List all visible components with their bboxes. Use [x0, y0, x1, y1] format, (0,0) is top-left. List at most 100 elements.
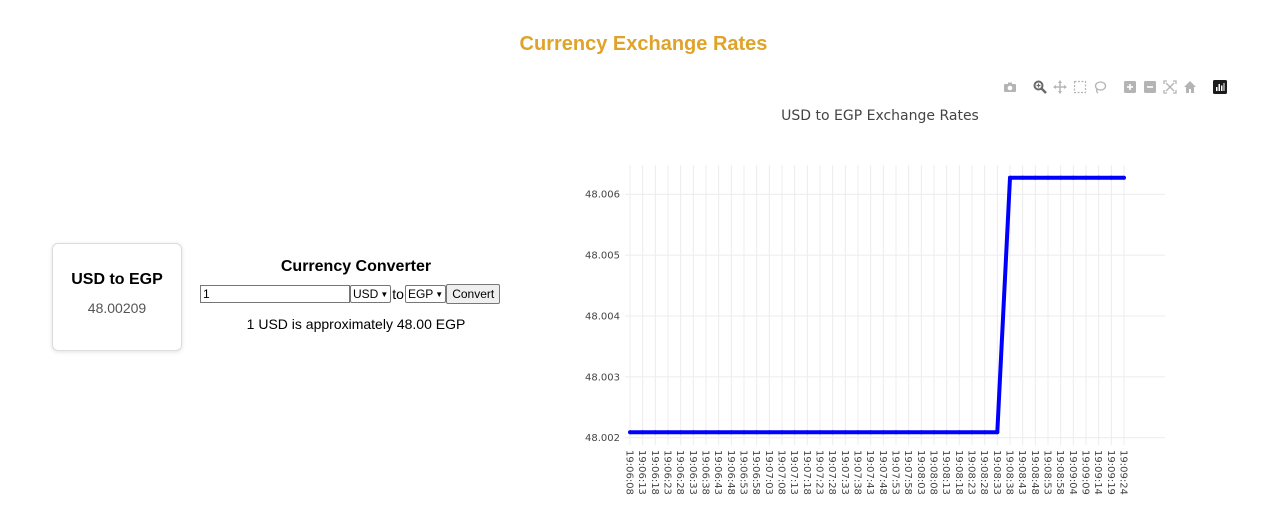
x-axis-ticks: 19:06:08 19:06:13 19:06:18 19:06:23 19:06:28…	[624, 450, 1129, 495]
from-currency-select[interactable]: USD ▼	[350, 285, 392, 303]
amount-input[interactable]	[200, 285, 350, 303]
x-tick-label: 19:08:03	[915, 450, 926, 495]
x-tick-label: 19:06:13	[636, 450, 647, 495]
x-tick-label: 19:07:43	[864, 450, 875, 495]
converter-title: Currency Converter	[280, 258, 432, 275]
x-tick-label: 19:07:48	[877, 450, 888, 495]
data-point	[704, 430, 708, 435]
x-tick-label: 19:07:38	[852, 450, 863, 495]
data-point	[1008, 175, 1012, 180]
page-title: Currency Exchange Rates	[519, 33, 768, 55]
x-tick-label: 19:06:33	[687, 450, 698, 495]
x-tick-label: 19:07:23	[814, 450, 825, 495]
box-select-icon[interactable]	[1072, 79, 1088, 95]
to-label: to	[392, 286, 404, 302]
pan-icon[interactable]	[1052, 79, 1068, 95]
x-tick-label: 19:08:33	[991, 450, 1002, 495]
data-point	[805, 430, 810, 435]
chevron-down-icon: ▼	[380, 289, 389, 299]
chart-title: USD to EGP Exchange Rates	[781, 108, 979, 124]
to-currency-select[interactable]: EGP ▼	[404, 285, 447, 303]
from-currency-value: USD	[353, 287, 379, 301]
data-point	[906, 430, 911, 435]
x-tick-label: 19:09:24	[1118, 450, 1129, 495]
y-tick-label: 48.003	[585, 372, 620, 383]
data-point	[716, 430, 721, 435]
x-tick-label: 19:07:18	[801, 450, 812, 495]
data-point	[894, 430, 898, 435]
x-tick-label: 19:06:28	[674, 450, 685, 495]
y-tick-label: 48.002	[585, 433, 620, 444]
data-point	[678, 430, 683, 435]
x-tick-label: 19:06:58	[750, 450, 761, 495]
data-point	[1122, 175, 1126, 180]
currency-converter: Currency Converter USD ▼ to EGP ▼ Conver…	[200, 258, 512, 332]
x-tick-label: 19:07:53	[890, 450, 901, 495]
data-point	[640, 430, 645, 435]
reset-axes-icon[interactable]	[1182, 79, 1198, 95]
x-tick-label: 19:06:18	[649, 450, 660, 495]
data-point	[792, 430, 797, 435]
autoscale-icon[interactable]	[1162, 79, 1178, 95]
rate-card-title: USD to EGP	[71, 271, 163, 288]
data-point	[944, 430, 949, 435]
convert-button[interactable]: Convert	[446, 284, 501, 304]
data-point	[868, 430, 873, 435]
converter-form: USD ▼ to EGP ▼ Convert	[200, 284, 512, 304]
zoom-icon[interactable]	[1032, 79, 1048, 95]
data-point	[1020, 175, 1025, 180]
x-tick-label: 19:09:04	[1067, 450, 1078, 495]
x-tick-label: 19:06:48	[725, 450, 736, 495]
data-point	[957, 430, 962, 435]
x-tick-label: 19:06:43	[712, 450, 723, 495]
data-point	[1096, 175, 1101, 180]
x-tick-label: 19:08:38	[1004, 450, 1015, 495]
data-point	[818, 430, 822, 435]
rate-card: USD to EGP 48.00209	[52, 243, 182, 351]
zoom-out-icon[interactable]	[1142, 79, 1158, 95]
x-tick-label: 19:08:13	[940, 450, 951, 495]
data-point	[970, 430, 974, 435]
data-point	[767, 430, 772, 435]
plotly-logo-icon[interactable]	[1212, 79, 1228, 95]
x-tick-label: 19:06:08	[624, 450, 635, 495]
data-point	[754, 430, 759, 435]
camera-icon[interactable]	[1002, 79, 1018, 95]
chevron-down-icon: ▼	[435, 289, 444, 299]
data-point	[1046, 175, 1050, 180]
x-tick-label: 19:09:19	[1105, 450, 1116, 495]
x-tick-label: 19:07:13	[788, 450, 799, 495]
exchange-rate-chart[interactable]: USD to EGP Exchange Rates 48.002 48.003 48…	[550, 100, 1250, 520]
data-point	[691, 430, 696, 435]
chart-modebar	[1002, 79, 1232, 95]
data-point	[982, 430, 987, 435]
x-tick-label: 19:08:28	[978, 450, 989, 495]
data-point	[729, 430, 734, 435]
y-tick-label: 48.004	[585, 311, 620, 322]
x-tick-label: 19:09:14	[1092, 450, 1103, 495]
x-tick-label: 19:06:53	[738, 450, 749, 495]
data-point	[830, 430, 835, 435]
series-layer	[628, 175, 1126, 435]
data-point	[932, 430, 936, 435]
lasso-icon[interactable]	[1092, 79, 1108, 95]
data-point	[628, 430, 632, 435]
rate-card-value: 48.00209	[87, 300, 147, 316]
data-point	[1084, 175, 1088, 180]
x-tick-label: 19:08:58	[1054, 450, 1065, 495]
data-point	[653, 430, 658, 435]
x-tick-label: 19:08:08	[928, 450, 939, 495]
x-gridlines	[629, 165, 1125, 445]
x-tick-label: 19:07:03	[763, 450, 774, 495]
x-tick-label: 19:09:09	[1080, 450, 1091, 495]
data-point	[856, 430, 860, 435]
data-point	[1058, 175, 1063, 180]
zoom-in-icon[interactable]	[1122, 79, 1138, 95]
x-tick-label: 19:07:58	[902, 450, 913, 495]
y-gridlines	[625, 193, 1165, 439]
data-point	[995, 430, 1000, 435]
x-tick-label: 19:08:48	[1029, 450, 1040, 495]
x-tick-label: 19:07:28	[826, 450, 837, 495]
y-tick-label: 48.006	[585, 190, 620, 201]
x-tick-label: 19:08:53	[1042, 450, 1053, 495]
